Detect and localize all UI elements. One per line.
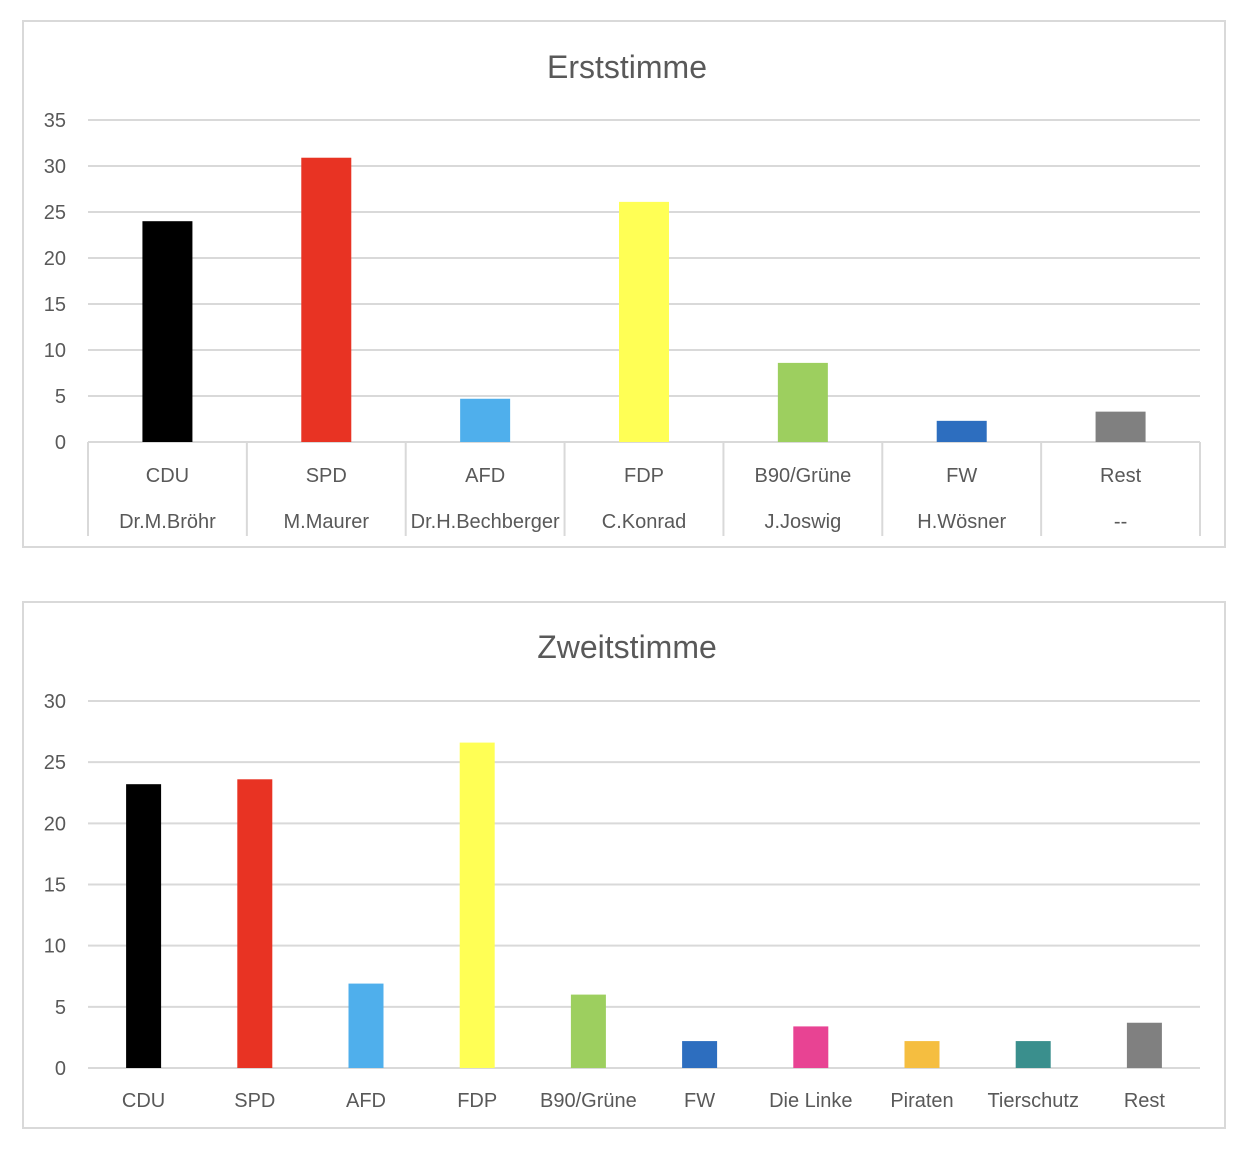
y-tick-label: 25	[44, 202, 66, 224]
y-tick-label: 15	[44, 875, 66, 897]
bar-rest	[1095, 411, 1146, 442]
bar-fdp	[619, 201, 669, 442]
x-candidate-label: --	[1114, 511, 1127, 533]
y-tick-label: 0	[55, 1058, 66, 1080]
x-category-label: AFD	[346, 1090, 386, 1112]
x-category-label: SPD	[306, 465, 347, 487]
x-category-label: CDU	[122, 1090, 165, 1112]
x-category-label: CDU	[146, 465, 189, 487]
x-category-label: FDP	[624, 465, 664, 487]
y-tick-label: 10	[44, 340, 66, 362]
erststimme-chart-panel: Erststimme 0 5 10 15 20 25 30 35 CDU Dr.M.Bröhr S…	[22, 20, 1226, 548]
bar-afd	[460, 398, 511, 442]
bar-fw	[682, 1041, 718, 1068]
x-candidate-label: H.Wösner	[917, 511, 1006, 533]
bar-afd	[348, 983, 384, 1068]
y-tick-label: 0	[55, 432, 66, 454]
y-tick-label: 35	[44, 110, 66, 132]
bar-spd	[237, 779, 273, 1068]
gridlines	[88, 700, 1200, 1069]
bar-b90-gr-ne	[777, 362, 828, 442]
y-axis-ticks: 0 5 10 15 20 25 30	[44, 691, 66, 1080]
y-tick-label: 30	[44, 691, 66, 713]
x-candidate-label: Dr.M.Bröhr	[119, 511, 216, 533]
bar-piraten	[904, 1041, 940, 1068]
x-candidate-label: J.Joswig	[765, 511, 842, 533]
x-category-label: AFD	[465, 465, 505, 487]
bar-fw	[936, 420, 987, 442]
bars	[142, 157, 1146, 442]
x-category-label: FDP	[457, 1090, 497, 1112]
x-category-label: Die Linke	[769, 1090, 852, 1112]
x-candidate-label: Dr.H.Bechberger	[411, 511, 560, 533]
erststimme-chart: Erststimme 0 5 10 15 20 25 30 35 CDU Dr.M.Bröhr S…	[44, 49, 1201, 536]
bar-spd	[301, 157, 352, 442]
y-tick-label: 15	[44, 294, 66, 316]
x-candidate-label: C.Konrad	[602, 511, 687, 533]
x-category-label: B90/Grüne	[754, 465, 851, 487]
x-category-label: Tierschutz	[987, 1090, 1079, 1112]
y-tick-label: 5	[55, 386, 66, 408]
y-tick-label: 30	[44, 156, 66, 178]
x-category-label: FW	[684, 1090, 715, 1112]
x-axis-table: CDU Dr.M.Bröhr SPD M.Maurer AFD Dr.H.Bechberg…	[87, 442, 1201, 536]
bar-die-linke	[793, 1026, 829, 1068]
bars	[126, 742, 1162, 1068]
x-category-label: Rest	[1124, 1090, 1166, 1112]
x-category-label: SPD	[234, 1090, 275, 1112]
x-candidate-label: M.Maurer	[283, 511, 369, 533]
bar-rest	[1126, 1022, 1162, 1068]
x-category-label: B90/Grüne	[540, 1090, 637, 1112]
chart-title: Erststimme	[547, 49, 707, 85]
y-tick-label: 10	[44, 936, 66, 958]
y-tick-label: 5	[55, 997, 66, 1019]
x-category-label: FW	[946, 465, 977, 487]
x-category-label: Piraten	[890, 1090, 953, 1112]
zweitstimme-chart: Zweitstimme 0 5 10 15 20 25 30 CDU SPD AFD FDP B90…	[44, 629, 1200, 1112]
zweitstimme-chart-panel: Zweitstimme 0 5 10 15 20 25 30 CDU SPD AFD FDP B90…	[22, 601, 1226, 1129]
bar-cdu	[142, 221, 193, 442]
y-tick-label: 20	[44, 813, 66, 835]
bar-b90-gr-ne	[570, 994, 606, 1068]
bar-fdp	[459, 742, 495, 1068]
y-axis-ticks: 0 5 10 15 20 25 30 35	[44, 110, 66, 454]
x-category-label: Rest	[1100, 465, 1142, 487]
bar-tierschutz	[1015, 1041, 1051, 1068]
y-tick-label: 25	[44, 752, 66, 774]
chart-title: Zweitstimme	[537, 629, 717, 665]
x-axis-labels: CDU SPD AFD FDP B90/Grüne FW Die Linke Piraten T…	[122, 1090, 1165, 1112]
bar-cdu	[126, 784, 162, 1068]
y-tick-label: 20	[44, 248, 66, 270]
